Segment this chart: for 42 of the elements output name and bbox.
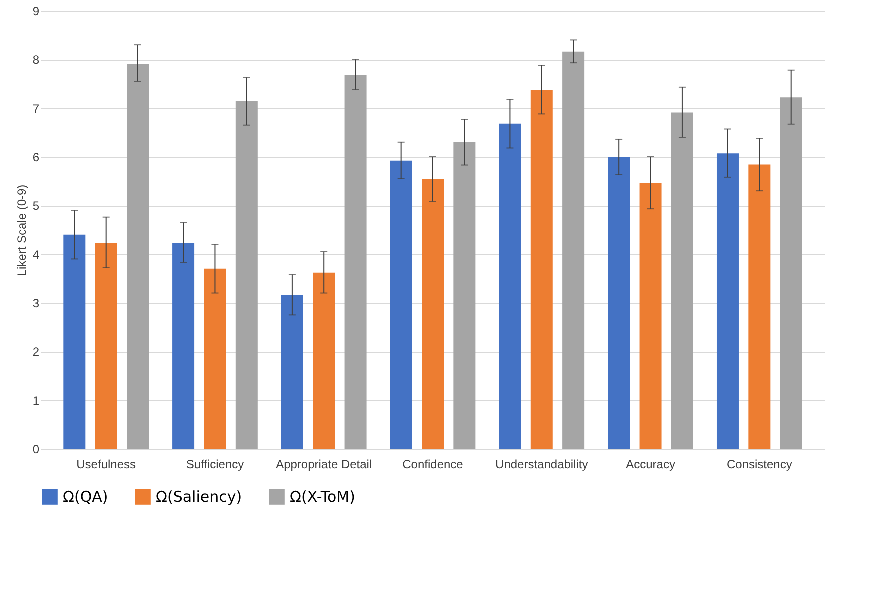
y-tick-label: 2 (32, 345, 40, 360)
y-axis-title: Likert Scale (0-9) (14, 184, 29, 276)
x-tick-label: Appropriate Detail (276, 458, 372, 472)
bar (390, 160, 412, 449)
bar (95, 243, 118, 449)
legend-label: Ω(X-ToM) (290, 488, 356, 506)
bar (562, 52, 585, 449)
x-tick-label: Confidence (402, 458, 464, 472)
y-tick-label: 6 (32, 150, 40, 164)
x-tick-label: Sufficiency (186, 458, 244, 472)
x-tick-label: Consistency (726, 458, 792, 472)
bar (313, 272, 336, 449)
y-tick-label: 5 (32, 199, 40, 214)
x-tick-label: Accuracy (626, 458, 676, 472)
bar (172, 243, 195, 449)
bar (64, 234, 86, 449)
legend-label: Ω(QA) (63, 488, 108, 506)
x-tick-label: Understandability (496, 458, 588, 472)
y-tick-label: 7 (32, 102, 40, 116)
y-tick-label: 4 (32, 248, 40, 262)
bar (780, 98, 802, 449)
bar (748, 164, 771, 449)
bar (127, 64, 150, 449)
bar (344, 75, 367, 449)
legend-label: Ω(Saliency) (156, 488, 242, 506)
bar (671, 112, 694, 449)
bar (236, 102, 258, 449)
bar (608, 157, 630, 449)
bar (204, 268, 226, 449)
y-tick-label: 8 (32, 53, 40, 68)
bar (716, 154, 739, 449)
y-tick-label: 0 (32, 442, 40, 456)
bar (422, 179, 444, 449)
bar (530, 90, 553, 449)
y-tick-label: 1 (32, 394, 40, 408)
bar (640, 183, 662, 449)
bar (454, 142, 476, 449)
y-tick-label: 9 (32, 4, 40, 18)
bar (281, 295, 304, 449)
x-tick-label: Usefulness (76, 458, 136, 472)
y-tick-label: 3 (32, 296, 40, 310)
bar (499, 124, 522, 449)
